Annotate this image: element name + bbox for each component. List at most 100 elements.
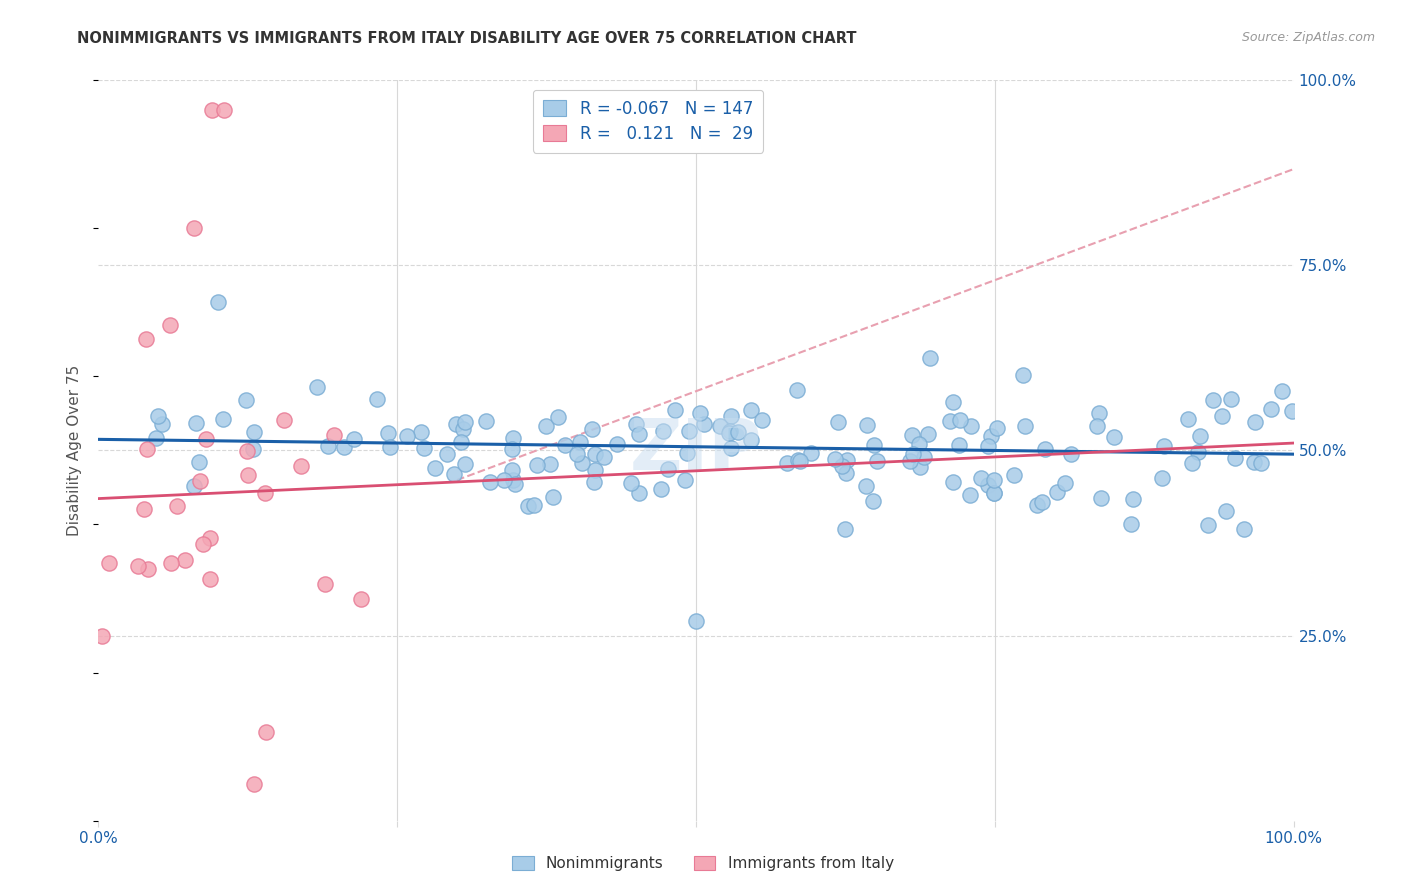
Point bbox=[834, 522, 856, 536]
Point bbox=[718, 424, 741, 438]
Point bbox=[1026, 498, 1049, 512]
Point bbox=[188, 455, 211, 469]
Point bbox=[135, 442, 157, 456]
Point bbox=[948, 438, 970, 452]
Point bbox=[541, 490, 564, 504]
Point bbox=[1054, 475, 1077, 490]
Point bbox=[959, 488, 981, 502]
Text: NONIMMIGRANTS VS IMMIGRANTS FROM ITALY DISABILITY AGE OVER 75 CORRELATION CHART: NONIMMIGRANTS VS IMMIGRANTS FROM ITALY D… bbox=[77, 31, 856, 46]
Point bbox=[917, 427, 939, 442]
Point bbox=[316, 439, 339, 453]
Point bbox=[254, 486, 277, 500]
Y-axis label: Disability Age Over 75: Disability Age Over 75 bbox=[67, 365, 83, 536]
Point bbox=[786, 453, 808, 467]
Point bbox=[866, 454, 889, 468]
Point bbox=[1220, 392, 1243, 406]
Point bbox=[727, 425, 749, 439]
Point bbox=[201, 103, 224, 117]
Point bbox=[135, 332, 157, 346]
Point bbox=[501, 462, 523, 476]
Point bbox=[678, 424, 700, 438]
Point bbox=[1153, 439, 1175, 453]
Point bbox=[938, 414, 960, 428]
Point bbox=[502, 431, 524, 445]
Point bbox=[91, 628, 114, 642]
Point bbox=[720, 409, 742, 423]
Point bbox=[1188, 429, 1211, 443]
Point bbox=[1122, 491, 1144, 506]
Point bbox=[862, 494, 884, 508]
Point bbox=[145, 431, 167, 445]
Point bbox=[443, 467, 465, 482]
Point bbox=[837, 453, 859, 467]
Point bbox=[863, 437, 886, 451]
Point bbox=[166, 499, 188, 513]
Point bbox=[942, 475, 965, 489]
Point bbox=[571, 456, 593, 470]
Point bbox=[146, 409, 169, 424]
Point bbox=[908, 460, 931, 475]
Point bbox=[585, 447, 607, 461]
Point bbox=[478, 475, 501, 489]
Point bbox=[526, 458, 548, 472]
Point bbox=[824, 451, 846, 466]
Point bbox=[983, 474, 1005, 488]
Point bbox=[592, 450, 614, 464]
Point bbox=[1011, 368, 1033, 382]
Point bbox=[1233, 522, 1256, 536]
Point bbox=[651, 424, 673, 438]
Point bbox=[977, 478, 1000, 492]
Point bbox=[1035, 442, 1057, 456]
Point bbox=[494, 473, 516, 487]
Point bbox=[855, 479, 877, 493]
Point bbox=[1250, 456, 1272, 470]
Point bbox=[912, 450, 935, 464]
Legend: Nonimmigrants, Immigrants from Italy: Nonimmigrants, Immigrants from Italy bbox=[506, 849, 900, 877]
Point bbox=[446, 417, 468, 431]
Point bbox=[901, 447, 924, 461]
Point bbox=[159, 318, 181, 332]
Point bbox=[450, 435, 472, 450]
Point bbox=[132, 502, 155, 516]
Point bbox=[1187, 444, 1209, 458]
Point bbox=[451, 422, 474, 436]
Point bbox=[676, 446, 699, 460]
Point bbox=[453, 416, 475, 430]
Point bbox=[718, 425, 741, 440]
Point bbox=[152, 417, 174, 432]
Point bbox=[1281, 404, 1303, 418]
Point bbox=[242, 425, 264, 440]
Point bbox=[523, 499, 546, 513]
Point bbox=[235, 393, 257, 408]
Point bbox=[1060, 447, 1083, 461]
Point bbox=[980, 428, 1002, 442]
Point bbox=[657, 461, 679, 475]
Point bbox=[503, 477, 526, 491]
Point bbox=[800, 445, 823, 459]
Point bbox=[188, 474, 211, 488]
Point bbox=[689, 406, 711, 420]
Point bbox=[333, 440, 356, 454]
Point bbox=[673, 473, 696, 487]
Point bbox=[976, 439, 998, 453]
Point bbox=[789, 454, 811, 468]
Point bbox=[1211, 409, 1233, 423]
Point bbox=[740, 433, 762, 447]
Point bbox=[1215, 504, 1237, 518]
Point bbox=[315, 576, 337, 591]
Point bbox=[568, 434, 591, 449]
Point bbox=[127, 559, 149, 574]
Point bbox=[664, 403, 686, 417]
Point bbox=[547, 410, 569, 425]
Point bbox=[198, 572, 221, 586]
Point bbox=[350, 591, 373, 606]
Point bbox=[628, 426, 651, 441]
Point bbox=[1260, 402, 1282, 417]
Point bbox=[290, 458, 312, 473]
Point bbox=[901, 427, 924, 442]
Point bbox=[183, 221, 205, 235]
Point bbox=[212, 412, 235, 426]
Point bbox=[1197, 518, 1219, 533]
Point bbox=[1243, 455, 1265, 469]
Point bbox=[273, 413, 295, 427]
